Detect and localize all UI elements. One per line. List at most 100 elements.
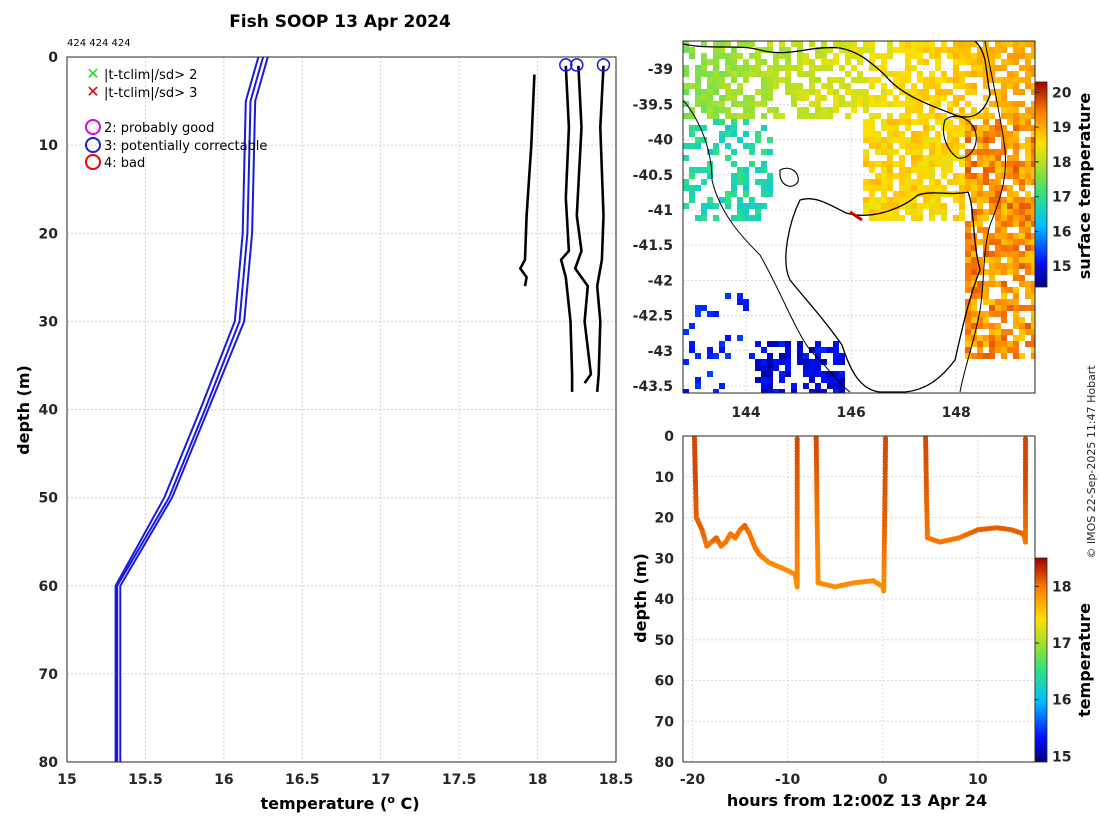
sst-cell bbox=[1013, 221, 1019, 227]
sst-cell bbox=[863, 107, 869, 113]
sst-cell bbox=[953, 101, 959, 107]
sst-cell bbox=[971, 173, 977, 179]
sst-cell bbox=[731, 59, 737, 65]
sst-cell bbox=[977, 137, 983, 143]
sst-cell bbox=[731, 47, 737, 53]
sst-cell bbox=[1007, 347, 1013, 353]
sst-cell bbox=[845, 71, 851, 77]
sst-cell bbox=[713, 53, 719, 59]
sst-cell bbox=[809, 371, 815, 377]
sst-cell bbox=[989, 149, 995, 155]
sst-cell bbox=[725, 71, 731, 77]
sst-cell bbox=[1001, 341, 1007, 347]
sst-cell bbox=[755, 65, 761, 71]
sst-cell bbox=[905, 101, 911, 107]
climatology-line bbox=[116, 57, 265, 762]
sst-cell bbox=[911, 131, 917, 137]
sst-cell bbox=[1013, 263, 1019, 269]
sst-cell bbox=[1001, 83, 1007, 89]
sst-cell bbox=[953, 131, 959, 137]
sst-cell bbox=[701, 137, 707, 143]
sst-cell bbox=[725, 95, 731, 101]
sst-cell bbox=[1031, 305, 1035, 311]
sst-cell bbox=[875, 185, 881, 191]
sst-cell bbox=[797, 107, 803, 113]
sst-cell bbox=[827, 77, 833, 83]
sst-cell bbox=[743, 41, 749, 47]
sst-cell bbox=[731, 101, 737, 107]
sst-cell bbox=[1001, 281, 1007, 287]
sst-cell bbox=[869, 65, 875, 71]
sst-cell bbox=[989, 59, 995, 65]
sst-cell bbox=[821, 347, 827, 353]
sst-cell bbox=[821, 107, 827, 113]
sst-cell bbox=[833, 107, 839, 113]
sst-cell bbox=[923, 197, 929, 203]
sst-cell bbox=[1001, 185, 1007, 191]
sst-cell bbox=[1031, 107, 1035, 113]
sst-cell bbox=[695, 83, 701, 89]
sst-cell bbox=[1013, 143, 1019, 149]
sst-cell bbox=[755, 209, 761, 215]
sst-cell bbox=[905, 197, 911, 203]
sst-cell bbox=[1013, 161, 1019, 167]
sst-cell bbox=[995, 191, 1001, 197]
sst-cell bbox=[1001, 215, 1007, 221]
sst-cell bbox=[773, 53, 779, 59]
sst-cbar-label: 19 bbox=[1052, 120, 1071, 136]
sst-cell bbox=[983, 173, 989, 179]
sst-cell bbox=[947, 137, 953, 143]
sst-cell bbox=[929, 113, 935, 119]
sst-cell bbox=[803, 89, 809, 95]
sst-cell bbox=[767, 185, 773, 191]
sst-cell bbox=[953, 41, 959, 47]
sst-cell bbox=[845, 41, 851, 47]
sst-cell bbox=[959, 173, 965, 179]
sst-cell bbox=[965, 149, 971, 155]
legend-q3-label: 3: potentially correctable bbox=[104, 139, 267, 154]
sst-cell bbox=[713, 353, 719, 359]
sst-cell bbox=[803, 59, 809, 65]
sst-cell bbox=[1031, 155, 1035, 161]
sst-cell bbox=[995, 41, 1001, 47]
sst-cell bbox=[1013, 257, 1019, 263]
sst-cell bbox=[995, 245, 1001, 251]
sst-cell bbox=[779, 377, 785, 383]
sst-cell bbox=[977, 47, 983, 53]
sst-cell bbox=[899, 131, 905, 137]
sst-cell bbox=[1007, 143, 1013, 149]
sst-cell bbox=[1001, 107, 1007, 113]
sst-cell bbox=[773, 341, 779, 347]
sst-cell bbox=[899, 191, 905, 197]
climatology-line bbox=[119, 57, 269, 762]
sst-cell bbox=[707, 371, 713, 377]
sst-cell bbox=[719, 341, 725, 347]
sst-cell bbox=[779, 371, 785, 377]
sst-cell bbox=[797, 341, 803, 347]
sst-cell bbox=[995, 95, 1001, 101]
sst-cell bbox=[1025, 197, 1031, 203]
sst-cell bbox=[977, 149, 983, 155]
sst-cell bbox=[983, 71, 989, 77]
sst-cell bbox=[989, 311, 995, 317]
sst-cell bbox=[959, 53, 965, 59]
sst-cell bbox=[1019, 47, 1025, 53]
sst-cell bbox=[839, 383, 845, 389]
sst-cell bbox=[965, 113, 971, 119]
sst-cell bbox=[1013, 53, 1019, 59]
sst-colorbar-ticks: 20 19 18 17 16 15 bbox=[1035, 85, 1072, 275]
sst-cell bbox=[971, 293, 977, 299]
sst-cell bbox=[971, 107, 977, 113]
sst-cell bbox=[953, 83, 959, 89]
sst-cell bbox=[911, 185, 917, 191]
sst-cell bbox=[749, 101, 755, 107]
sst-cell bbox=[779, 113, 785, 119]
sst-cell bbox=[965, 161, 971, 167]
sst-cell bbox=[995, 239, 1001, 245]
xtick-label: 18 bbox=[528, 772, 547, 788]
sst-cell bbox=[971, 215, 977, 221]
time-ytick-label: 30 bbox=[655, 551, 675, 567]
sst-cell bbox=[839, 389, 845, 393]
sst-cell bbox=[863, 149, 869, 155]
